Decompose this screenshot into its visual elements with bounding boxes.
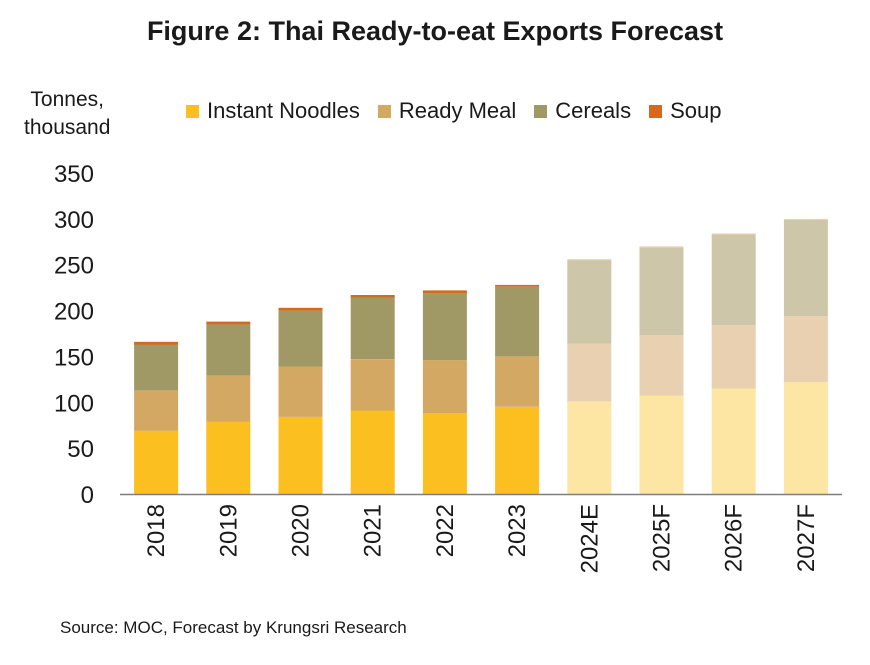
y-tick-label: 250 xyxy=(54,253,94,280)
legend-item-instant-noodles: Instant Noodles xyxy=(186,98,360,124)
y-axis-label-line-2: thousand xyxy=(24,116,111,139)
source-note: Source: MOC, Forecast by Krungsri Resear… xyxy=(60,618,407,637)
legend-label-instant-noodles: Instant Noodles xyxy=(207,98,360,123)
x-tick-label: 2018 xyxy=(143,504,170,557)
bar-ready-meal xyxy=(783,316,828,383)
bar-instant-noodles xyxy=(639,395,684,494)
legend-swatch-cereals xyxy=(534,104,548,118)
y-axis-label-line-1: Tonnes, xyxy=(30,88,104,111)
bar-ready-meal xyxy=(278,366,323,417)
x-tick-label: 2019 xyxy=(215,504,242,557)
bar-soup xyxy=(783,218,828,220)
bar-soup xyxy=(495,284,540,287)
y-tick-label: 50 xyxy=(67,436,94,463)
bar-instant-noodles xyxy=(278,417,323,494)
bar-soup xyxy=(567,259,612,261)
bar-ready-meal xyxy=(134,390,179,431)
bar-cereals xyxy=(567,260,612,344)
bar-cereals xyxy=(278,310,323,367)
bar-ready-meal xyxy=(567,343,612,402)
y-tick-label: 200 xyxy=(54,299,94,326)
bar-instant-noodles xyxy=(422,413,467,494)
bar-cereals xyxy=(711,234,756,326)
x-tick-label: 2026F xyxy=(721,504,748,572)
bar-instant-noodles xyxy=(711,388,756,494)
y-axis-label: Tonnes, thousand xyxy=(24,86,110,142)
legend-item-cereals: Cereals xyxy=(534,98,631,124)
bar-ready-meal xyxy=(711,325,756,389)
bar-instant-noodles xyxy=(206,421,251,494)
bar-instant-noodles xyxy=(134,430,179,494)
bar-soup xyxy=(639,246,684,248)
x-tick-label: 2023 xyxy=(504,504,531,557)
x-tick-label: 2021 xyxy=(360,504,387,557)
y-tick-label: 100 xyxy=(54,390,94,417)
legend-label-soup: Soup xyxy=(670,98,722,123)
legend-swatch-ready-meal xyxy=(377,104,391,118)
bar-soup xyxy=(350,295,395,298)
legend-swatch-soup xyxy=(649,104,663,118)
y-tick-label: 350 xyxy=(54,161,94,188)
bar-instant-noodles xyxy=(567,401,612,494)
bar-cereals xyxy=(422,293,467,361)
bar-ready-meal xyxy=(639,335,684,396)
x-tick-label: 2027F xyxy=(793,504,820,572)
legend-swatch-instant-noodles xyxy=(186,104,199,118)
bar-cereals xyxy=(639,247,684,336)
bar-ready-meal xyxy=(350,359,395,411)
y-tick-label: 150 xyxy=(54,344,94,371)
legend-item-ready-meal: Ready Meal xyxy=(377,98,517,124)
bar-soup xyxy=(134,341,179,345)
bar-instant-noodles xyxy=(350,410,395,494)
x-tick-label: 2022 xyxy=(432,504,459,557)
bar-cereals xyxy=(350,297,395,360)
x-tick-label: 2025F xyxy=(649,504,676,572)
bar-soup xyxy=(278,307,323,311)
bar-soup xyxy=(711,233,756,235)
legend-label-cereals: Cereals xyxy=(555,98,632,123)
bar-cereals xyxy=(206,324,251,376)
bar-cereals xyxy=(495,286,540,357)
bar-ready-meal xyxy=(206,375,251,422)
bar-cereals xyxy=(134,344,179,391)
bar-ready-meal xyxy=(422,360,467,414)
bar-ready-meal xyxy=(495,356,540,407)
bar-soup xyxy=(206,321,251,325)
bar-cereals xyxy=(783,219,828,317)
bar-instant-noodles xyxy=(783,382,828,494)
legend-item-soup: Soup xyxy=(649,98,721,124)
y-tick-label: 300 xyxy=(54,207,94,234)
x-tick-label: 2020 xyxy=(288,504,315,557)
y-tick-label: 0 xyxy=(81,482,94,509)
x-tick-label: 2024E xyxy=(576,504,603,573)
bar-soup xyxy=(422,290,467,294)
bar-instant-noodles xyxy=(495,406,540,494)
chart-title: Figure 2: Thai Ready-to-eat Exports Fore… xyxy=(146,16,724,46)
chart-legend: Instant Noodles Ready Meal Cereals Soup xyxy=(186,98,739,124)
legend-label-ready-meal: Ready Meal xyxy=(398,98,517,123)
